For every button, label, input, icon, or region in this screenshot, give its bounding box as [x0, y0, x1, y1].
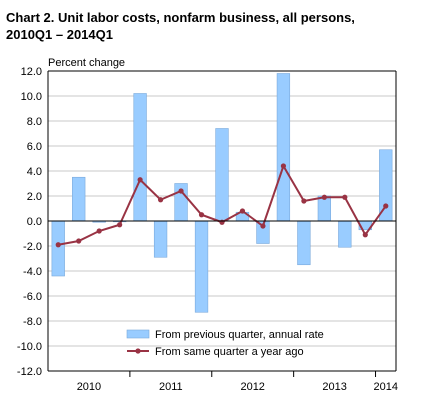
chart-title: Chart 2. Unit labor costs, nonfarm busin…	[6, 9, 416, 43]
x-tick-label: 2013	[322, 381, 346, 393]
line-point	[117, 222, 123, 228]
bar	[51, 220, 65, 277]
axes-layer: 12.0 10.0 8.0 6.0 4.0 2.0 0.0 -2.0 -4.0 -6.0 -8.0 -…	[17, 66, 398, 393]
y-tick-label: -6.0	[23, 291, 42, 303]
y-tick-label: 6.0	[27, 141, 42, 153]
legend-bar-label: From previous quarter, annual rate	[155, 329, 324, 341]
chart-title-line1: Chart 2. Unit labor costs, nonfarm busin…	[6, 10, 355, 25]
y-tick-label: 8.0	[27, 116, 42, 128]
x-tick-label: 2014	[374, 381, 398, 393]
bar	[338, 220, 352, 248]
line-point	[260, 223, 266, 229]
line-point	[96, 228, 102, 234]
bar	[276, 73, 291, 222]
legend-bar-swatch	[126, 329, 150, 339]
bar	[297, 220, 311, 266]
line-point	[280, 163, 287, 169]
line-point	[157, 197, 164, 203]
bar	[215, 128, 229, 222]
legend-line-label: From same quarter a year ago	[155, 346, 304, 358]
x-tick-label: 2010	[77, 381, 101, 393]
line-point	[383, 203, 389, 209]
x-tick-label: 2012	[240, 381, 264, 393]
bar	[72, 176, 86, 222]
line-point	[362, 232, 368, 238]
line-point	[76, 238, 82, 244]
y-tick-label: -12.0	[17, 366, 42, 378]
y-tick-label: -10.0	[17, 341, 42, 353]
bar	[194, 220, 209, 313]
chart-title-line2: 2010Q1 – 2014Q1	[6, 27, 113, 42]
line-point	[321, 194, 327, 200]
legend: From previous quarter, annual rate From s…	[126, 329, 324, 358]
line-point	[137, 177, 143, 183]
line-point	[342, 194, 348, 200]
y-tick-label: 2.0	[27, 191, 42, 203]
x-tick-label: 2011	[159, 381, 183, 393]
y-tick-label: 10.0	[21, 91, 42, 103]
bar	[153, 220, 168, 258]
y-tick-label: -4.0	[23, 266, 42, 278]
y-tick-label: 4.0	[27, 166, 42, 178]
y-tick-label: 0.0	[27, 216, 42, 228]
y-tick-label: -2.0	[23, 241, 42, 253]
bar	[133, 93, 147, 222]
line-point	[198, 212, 205, 218]
y-tick-label: -8.0	[23, 316, 42, 328]
grid-layer	[48, 70, 396, 347]
bars-layer	[51, 73, 393, 313]
line-point	[301, 198, 307, 204]
legend-line-marker	[135, 348, 141, 354]
line-point	[219, 219, 225, 225]
line-point	[55, 242, 61, 248]
y-axis-label: Percent change	[48, 57, 125, 69]
line-point	[178, 188, 184, 194]
bar	[379, 149, 393, 222]
y-tick-label: 12.0	[21, 66, 42, 78]
line-point	[239, 208, 246, 214]
